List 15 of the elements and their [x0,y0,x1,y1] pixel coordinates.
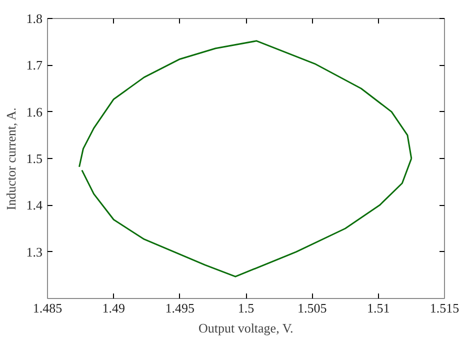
y-tick-label: 1.5 [26,151,42,166]
y-tick-label: 1.8 [26,11,42,26]
x-tick-label: 1.495 [165,300,194,316]
x-axis-title: Output voltage, V. [198,320,294,336]
y-tick-label: 1.6 [26,104,43,120]
x-tick-label: 1.5 [238,300,254,316]
y-tick-label: 1.7 [26,58,43,73]
x-tick-label: 1.49 [102,300,126,316]
x-tick-label: 1.51 [366,300,390,316]
y-tick-label: 1.3 [26,244,42,260]
x-tick-label: 1.505 [298,300,327,316]
x-tick-label: 1.485 [32,300,62,316]
x-tick-label: 1.515 [430,300,460,316]
y-tick-label: 1.4 [26,198,43,213]
y-axis-title: Inductor current, A. [3,108,18,210]
